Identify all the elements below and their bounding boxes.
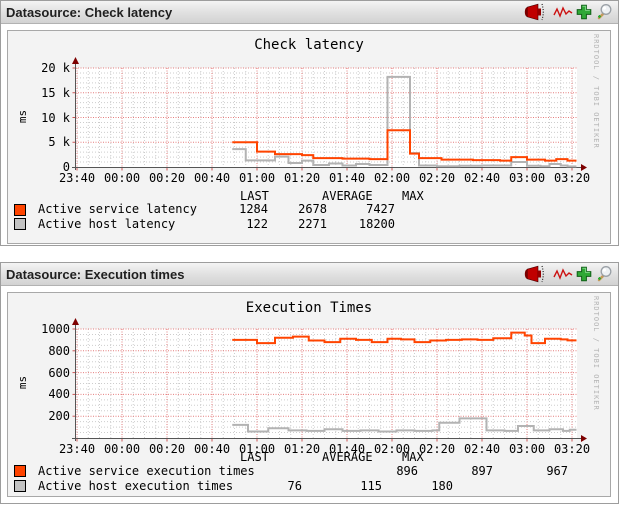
add-icon[interactable] [576,266,592,282]
legend-swatch [14,203,26,216]
x-tick-label: 01:40 [328,171,366,185]
legend-value-last: 122 [246,216,268,231]
y-tick-label: 0 [62,160,70,174]
panel-title: Datasource: Execution times [6,266,185,282]
y-tick-label: 10 k [41,110,70,125]
series-active-host-latency [232,75,577,168]
rrdtool-watermark: RRDTOOL / TOBI OETIKER [592,296,600,411]
legend-value-max: 967 [546,463,568,478]
header-action-icons [524,3,613,21]
zoom-icon[interactable] [595,3,613,21]
y-tick-label: 200 [48,409,70,424]
graph-line-icon[interactable] [553,5,573,20]
legend-value-max: 180 [431,478,453,493]
y-tick-label: 600 [48,365,70,380]
zoom-icon[interactable] [595,265,613,283]
x-tick-label: 02:00 [373,171,411,185]
graph-line-icon[interactable] [553,267,573,282]
header-action-icons [524,265,613,283]
legend-swatch [14,480,26,492]
legend-swatch [14,465,26,477]
legend-value-average: 115 [360,478,382,493]
legend-value-average: 896 [396,463,418,478]
chart-canvas [72,57,587,171]
legend-swatch [14,218,26,230]
x-tick-label: 01:00 [238,442,276,456]
series-active-service-execution-times [232,331,577,345]
panel-title: Datasource: Check latency [6,4,173,20]
legend-value-max: 18200 [358,216,395,231]
series-active-host-execution-times [232,417,577,433]
rrd-graph-check-latency[interactable]: Check latency ms RRDTOOL / TOBI OETIKER 0 5 … [8,31,610,243]
x-tick-label: 02:40 [463,442,501,456]
chart-canvas [72,318,587,442]
y-tick-label: 1000 [41,322,70,336]
megaphone-icon[interactable] [524,3,550,21]
x-tick-label: 03:20 [553,442,591,456]
legend-value-average: 2678 [298,202,327,216]
legend-value-last: 1284 [239,202,268,216]
y-tick-label: 15 k [41,85,70,100]
x-tick-label: 23:40 [58,171,96,185]
panel-check-latency: Datasource: Check latency Check latency m… [0,0,619,246]
legend-column-header: MAX [402,450,424,464]
legend-value-max: 897 [471,463,493,478]
x-tick-label: 01:00 [238,171,276,185]
legend-label: Active host execution times [38,478,234,493]
add-icon[interactable] [576,4,592,20]
x-tick-label: 01:20 [283,442,321,456]
x-tick-label: 01:20 [283,171,321,185]
y-tick-label: 20 k [41,61,70,75]
chart-title: Check latency [254,37,364,53]
legend-label: Active host latency [38,216,176,231]
x-tick-label: 00:00 [103,171,141,185]
legend-value-max: 7427 [366,202,395,216]
legend-column-header: LAST [240,189,269,203]
legend-label: Active service execution times [38,463,255,478]
legend-column-header: AVERAGE [322,450,373,464]
legend-label: Active service latency [38,202,197,216]
graph-box: Execution Times ms RRDTOOL / TOBI OETIKER 2… [7,292,611,497]
x-tick-label: 03:00 [508,442,546,456]
megaphone-icon[interactable] [524,265,550,283]
x-tick-label: 00:40 [193,442,231,456]
legend-column-header: LAST [240,450,269,464]
series-active-service-latency [232,129,577,162]
x-tick-label: 00:40 [193,171,231,185]
panel-header: Datasource: Check latency [1,1,618,24]
x-tick-label: 03:00 [508,171,546,185]
panel-header: Datasource: Execution times [1,263,618,286]
legend-column-header: MAX [402,189,424,203]
x-tick-label: 00:20 [148,442,186,456]
x-tick-label: 01:40 [328,442,366,456]
x-tick-label: 00:00 [103,442,141,456]
x-tick-label: 02:40 [463,171,501,185]
x-tick-label: 03:20 [553,171,591,185]
x-tick-label: 02:00 [373,442,411,456]
rrd-graph-execution-times[interactable]: Execution Times ms RRDTOOL / TOBI OETIKER 2… [8,293,610,496]
y-tick-label: 800 [48,343,70,358]
rrdtool-watermark: RRDTOOL / TOBI OETIKER [592,34,600,149]
y-tick-label: 400 [48,387,70,402]
legend-value-last: 76 [287,478,302,493]
legend-column-header: AVERAGE [322,189,373,203]
x-tick-label: 00:20 [148,171,186,185]
y-tick-label: 5 k [48,135,70,150]
panel-execution-times: Datasource: Execution times Execution Ti… [0,262,619,504]
x-tick-label: 02:20 [418,442,456,456]
legend-value-average: 2271 [298,216,327,231]
x-tick-label: 23:40 [58,442,96,456]
x-tick-label: 02:20 [418,171,456,185]
graph-box: Check latency ms RRDTOOL / TOBI OETIKER 0 5 … [7,30,611,244]
chart-title: Execution Times [245,300,373,316]
